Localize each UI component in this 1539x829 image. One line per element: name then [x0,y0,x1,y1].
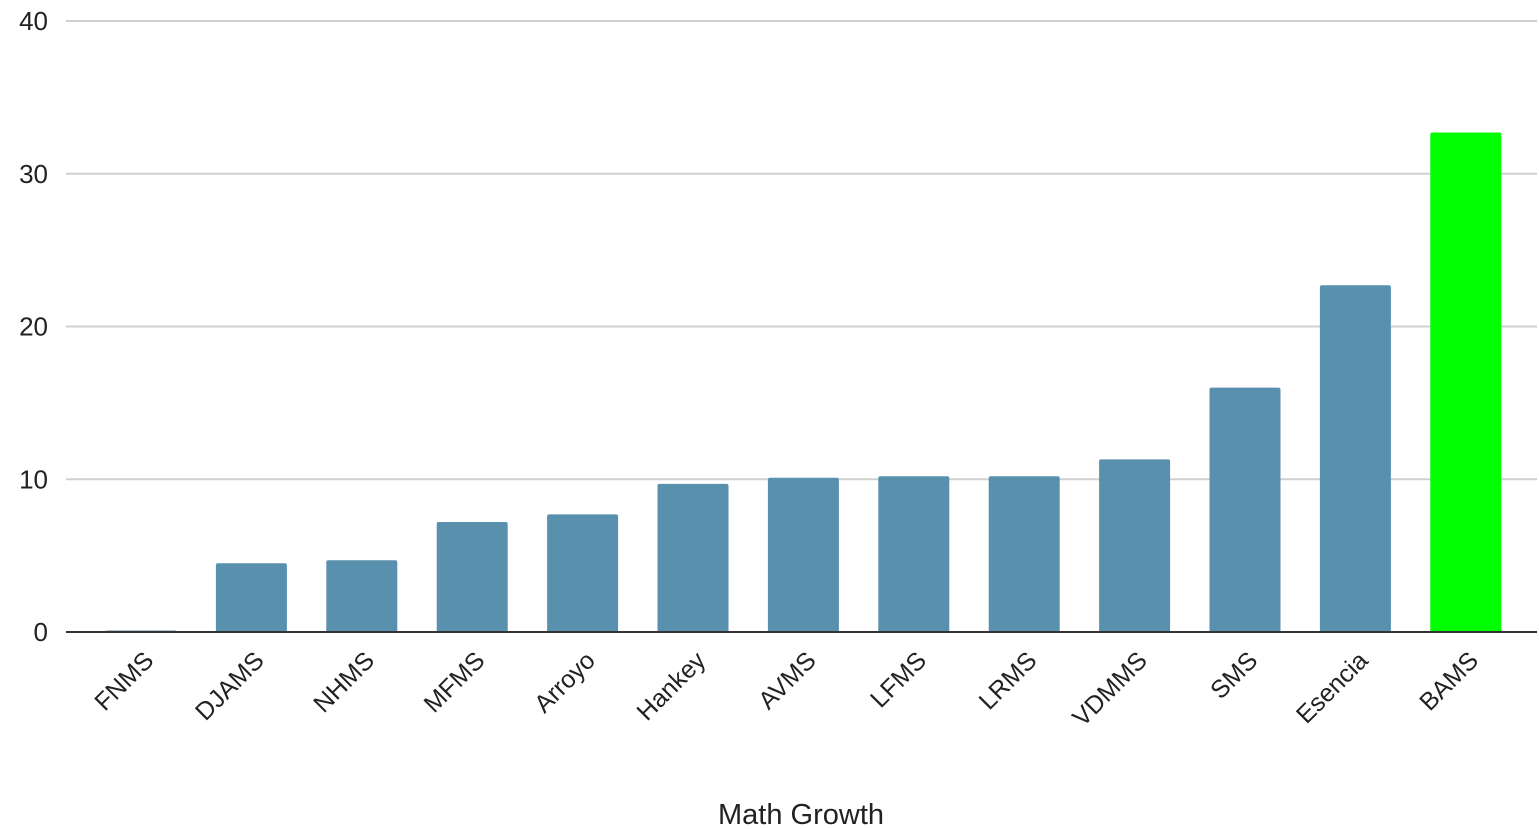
x-tick-label: FNMS [89,646,159,716]
bar-nhms [326,560,398,632]
gridlines [66,20,1537,481]
bar-hankey [657,483,729,632]
bar-esencia [1319,285,1391,632]
x-tick-label: NHMS [308,646,380,718]
x-tick-label: LFMS [865,646,932,713]
bar-bams [1430,132,1502,632]
x-tick-label: BAMS [1414,646,1484,716]
x-tick-label: MFMS [419,646,491,718]
x-axis-title: Math Growth [718,799,884,829]
bar-mfms [436,522,508,632]
bar-sms [1209,387,1281,632]
x-tick-label: Hankey [632,646,712,726]
y-axis-tick-labels: 0 10 20 30 40 [19,6,48,647]
y-tick-label: 30 [19,159,48,189]
x-tick-label: Esencia [1291,646,1374,729]
y-tick-label: 40 [19,6,48,36]
bar-vdmms [1099,459,1171,632]
x-tick-label: AVMS [753,646,822,715]
bar-lrms [988,476,1060,632]
bar-lfms [878,476,950,632]
bar-djams [215,563,287,632]
x-tick-label: Arroyo [529,646,601,718]
y-tick-label: 0 [34,617,48,647]
x-tick-label: DJAMS [190,646,270,726]
bar-arroyo [547,514,619,632]
x-tick-label: SMS [1205,646,1263,704]
bars [105,132,1502,632]
bar-avms [767,477,839,632]
x-tick-label: LRMS [974,646,1043,715]
y-tick-label: 20 [19,312,48,342]
y-tick-label: 10 [19,464,48,494]
x-tick-label: VDMMS [1067,646,1153,732]
x-axis-category-labels: FNMS DJAMS NHMS MFMS Arroyo Hankey AVMS LFMS LRM… [89,646,1484,732]
